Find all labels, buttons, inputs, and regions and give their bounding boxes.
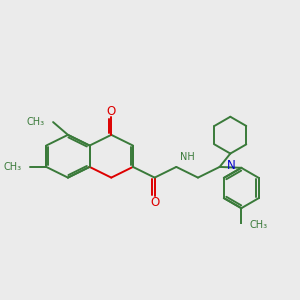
Text: NH: NH (180, 152, 195, 163)
Text: O: O (107, 105, 116, 118)
Text: N: N (227, 159, 236, 172)
Text: CH₃: CH₃ (250, 220, 268, 230)
Text: CH₃: CH₃ (27, 117, 45, 127)
Text: O: O (150, 196, 159, 209)
Text: CH₃: CH₃ (4, 162, 22, 172)
